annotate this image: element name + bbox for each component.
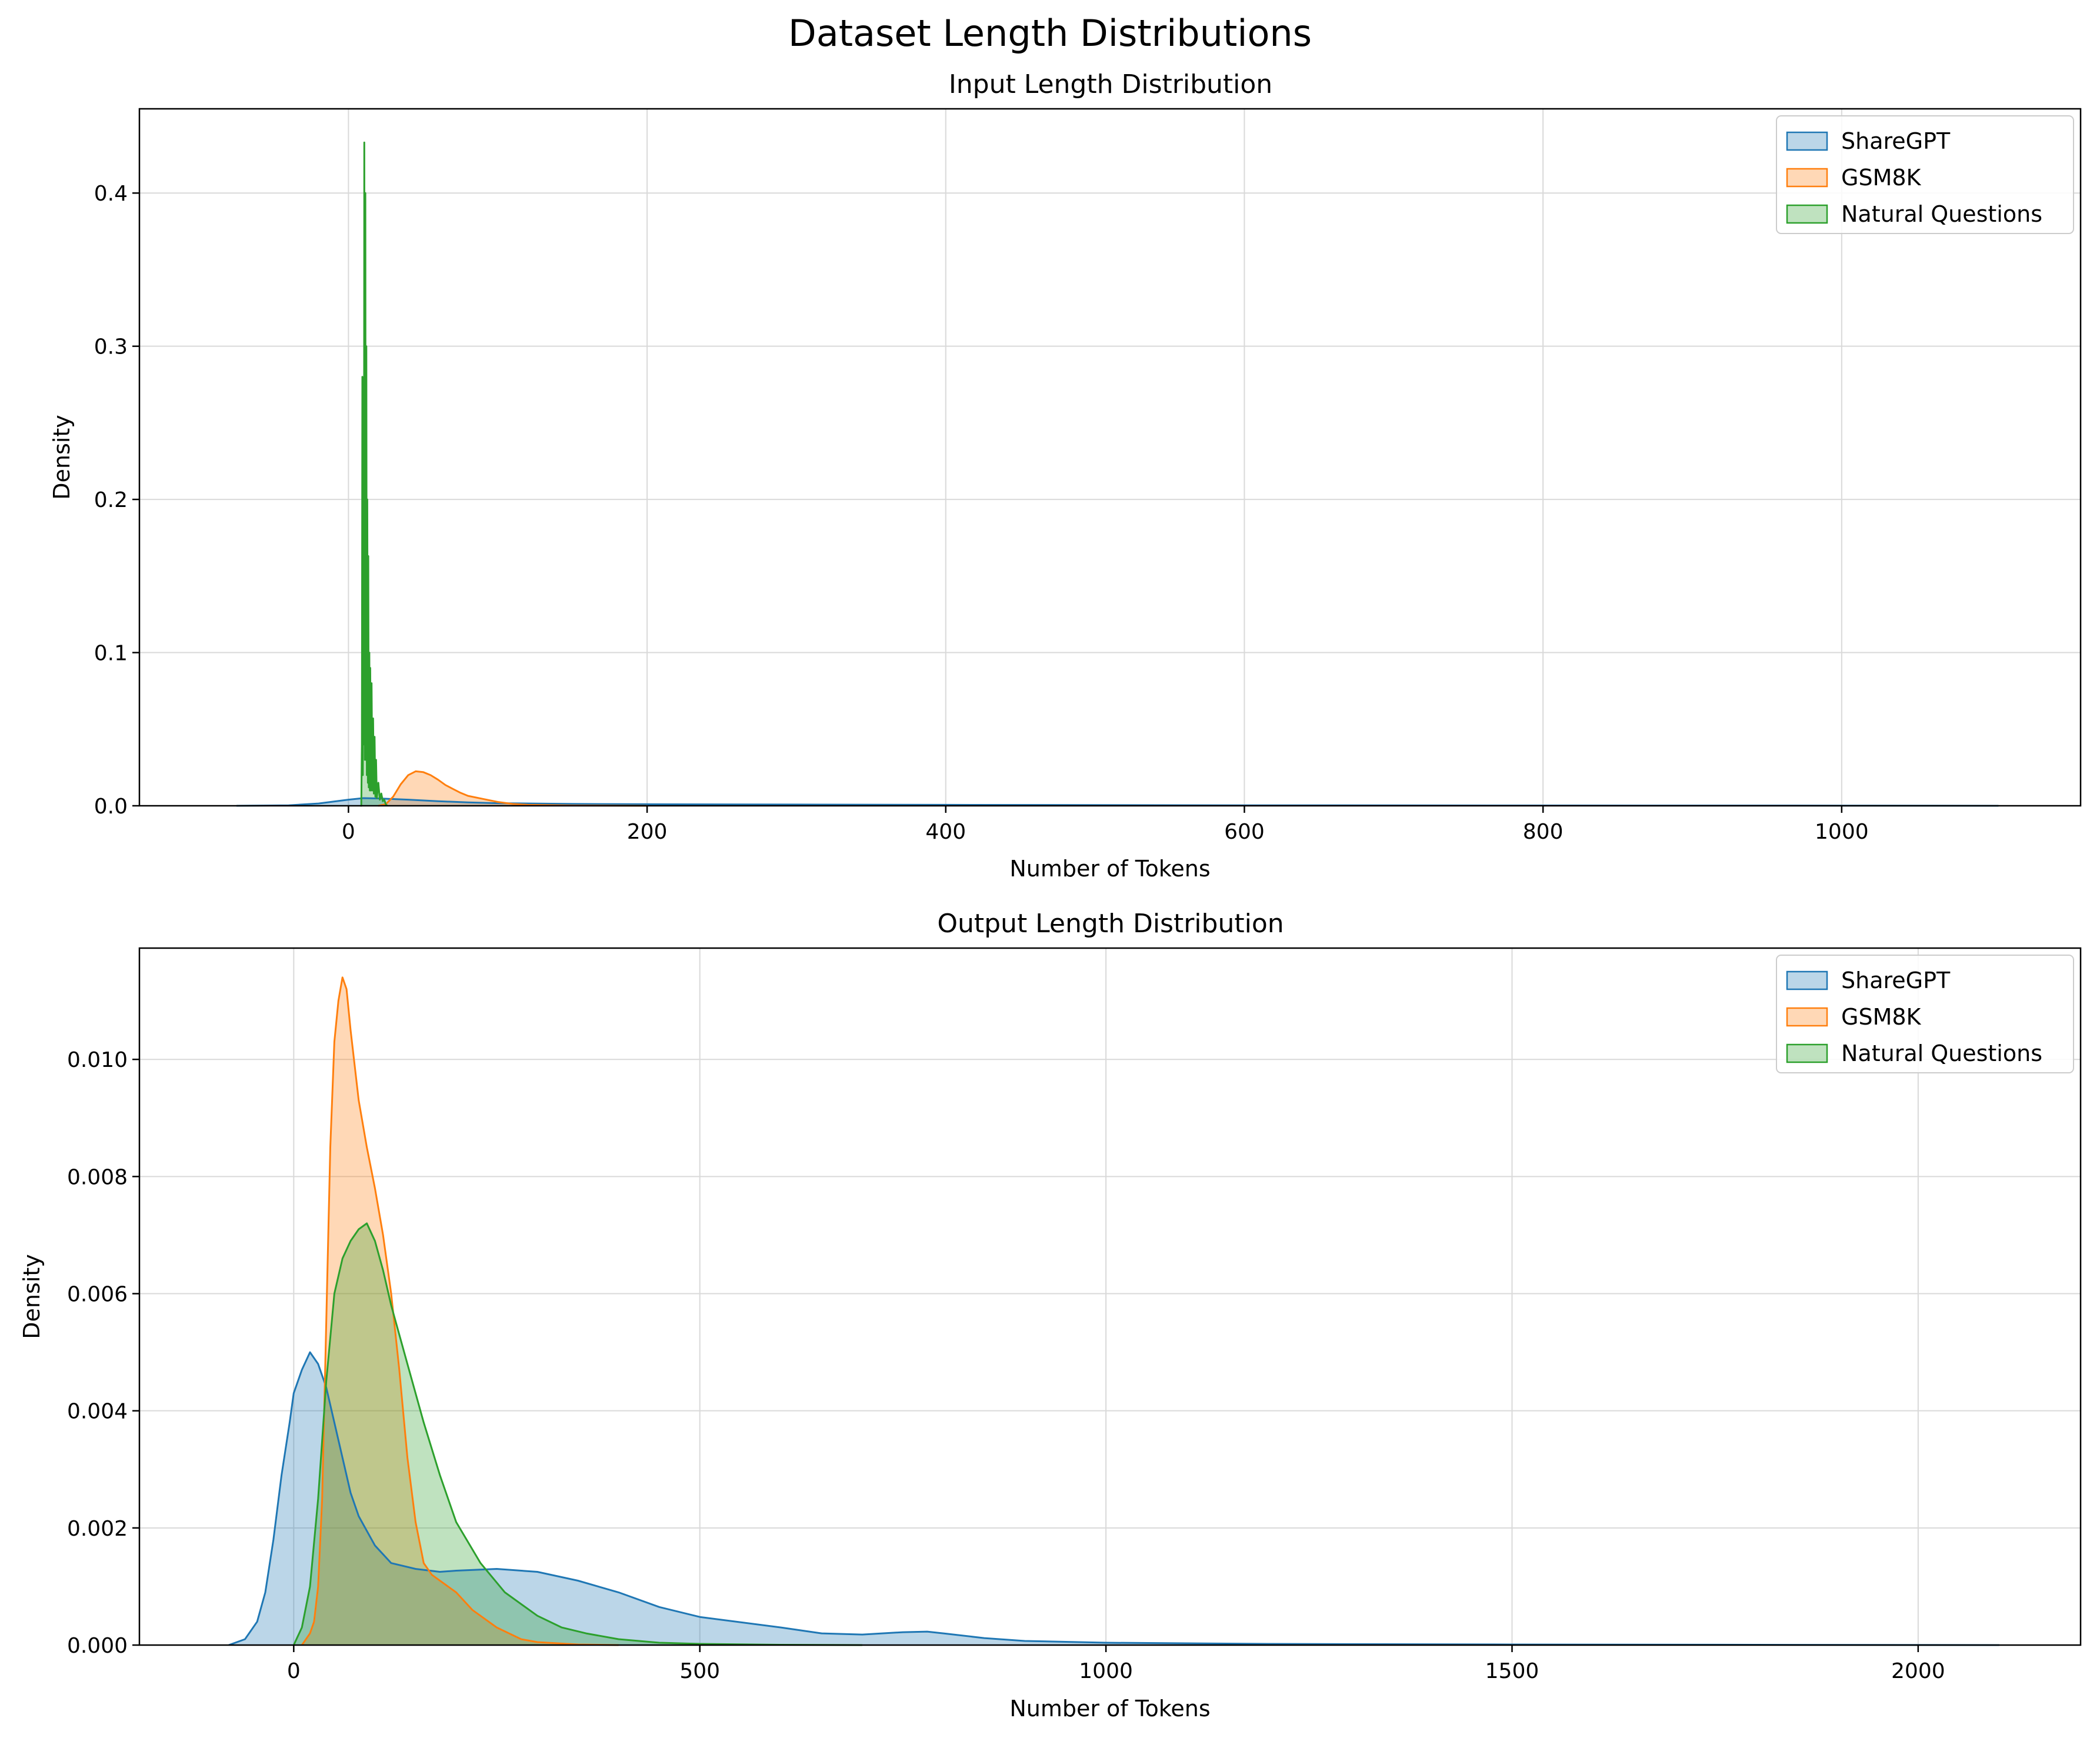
legend-label-gsm8k: GSM8K xyxy=(1841,165,1922,191)
x-tick-label: 600 xyxy=(1224,820,1265,844)
gsm8k-density-area xyxy=(302,977,619,1645)
sharegpt-density-area xyxy=(228,1352,1999,1645)
x-tick-label: 0 xyxy=(342,820,355,844)
legend-swatch-gsm8k xyxy=(1786,168,1828,188)
natural-questions-density-line xyxy=(292,1222,862,1646)
natural-questions-density-area xyxy=(294,1223,862,1645)
legend-label-natural-questions: Natural Questions xyxy=(1841,1040,2042,1066)
y-tick-label: 0.004 xyxy=(67,1400,128,1424)
x-tick-label: 200 xyxy=(627,820,668,844)
legend-label-gsm8k: GSM8K xyxy=(1841,1004,1922,1030)
output-axis-ticks: 0 500 1000 1500 2000 0.000 0.002 0.004 0.006 0.00… xyxy=(67,1048,1945,1683)
x-tick-label: 800 xyxy=(1523,820,1564,844)
output-length-panel: Output Length Distribution 0 500 1000 1500 2… xyxy=(19,909,2082,1722)
sharegpt-density-area xyxy=(236,798,1999,806)
output-density-lines xyxy=(228,976,1999,1646)
y-tick-label: 0.4 xyxy=(94,182,128,206)
y-tick-label: 0.000 xyxy=(67,1634,128,1658)
legend-label-natural-questions: Natural Questions xyxy=(1841,201,2042,227)
legend-label-sharegpt: ShareGPT xyxy=(1841,128,1951,154)
x-tick-label: 1000 xyxy=(1079,1659,1133,1683)
input-legend: ShareGPT GSM8K Natural Questions xyxy=(1776,115,2074,234)
legend-swatch-sharegpt xyxy=(1786,131,1828,151)
y-tick-label: 0.008 xyxy=(67,1165,128,1189)
y-tick-label: 0.2 xyxy=(94,488,128,512)
x-tick-label: 500 xyxy=(679,1659,720,1683)
sharegpt-density-line xyxy=(228,1351,1999,1646)
output-axes-frame xyxy=(138,947,2082,1646)
input-axis-ticks: 0 200 400 600 800 1000 0.0 0.1 0.2 0.3 0.4 xyxy=(94,182,1869,844)
y-tick-label: 0.3 xyxy=(94,335,128,359)
legend-box xyxy=(1776,955,2074,1073)
legend-box xyxy=(1776,115,2074,234)
output-panel-title: Output Length Distribution xyxy=(937,909,1284,939)
output-x-axis-label: Number of Tokens xyxy=(1009,1696,1210,1722)
gsm8k-density-line xyxy=(301,976,619,1646)
input-length-panel: Input Length Distribution 0 200 400 600 800 1… xyxy=(49,69,2082,882)
output-density-areas xyxy=(228,977,1999,1645)
output-y-axis-label: Density xyxy=(19,1254,45,1339)
input-y-axis-label: Density xyxy=(49,415,75,499)
figure-suptitle: Dataset Length Distributions xyxy=(788,12,1312,55)
natural-questions-density-line xyxy=(360,141,388,807)
input-x-axis-label: Number of Tokens xyxy=(1009,856,1210,882)
input-panel-title: Input Length Distribution xyxy=(949,69,1272,99)
legend-label-sharegpt: ShareGPT xyxy=(1841,968,1951,993)
gsm8k-density-area xyxy=(378,771,648,806)
legend-swatch-gsm8k xyxy=(1786,1007,1828,1027)
y-tick-label: 0.006 xyxy=(67,1283,128,1307)
legend-swatch-sharegpt xyxy=(1786,970,1828,990)
x-tick-label: 400 xyxy=(925,820,966,844)
y-tick-label: 0.002 xyxy=(67,1517,128,1541)
gsm8k-density-line xyxy=(378,770,648,807)
output-legend: ShareGPT GSM8K Natural Questions xyxy=(1776,955,2074,1073)
legend-swatch-natural-questions xyxy=(1786,1043,1828,1063)
x-tick-label: 2000 xyxy=(1891,1659,1945,1683)
y-tick-label: 0.0 xyxy=(94,795,128,819)
input-axes-frame xyxy=(138,108,2082,807)
y-tick-label: 0.010 xyxy=(67,1048,128,1072)
x-tick-label: 1000 xyxy=(1815,820,1869,844)
legend-swatch-natural-questions xyxy=(1786,204,1828,224)
y-tick-label: 0.1 xyxy=(94,642,128,666)
x-tick-label: 1500 xyxy=(1485,1659,1539,1683)
x-tick-label: 0 xyxy=(287,1659,301,1683)
